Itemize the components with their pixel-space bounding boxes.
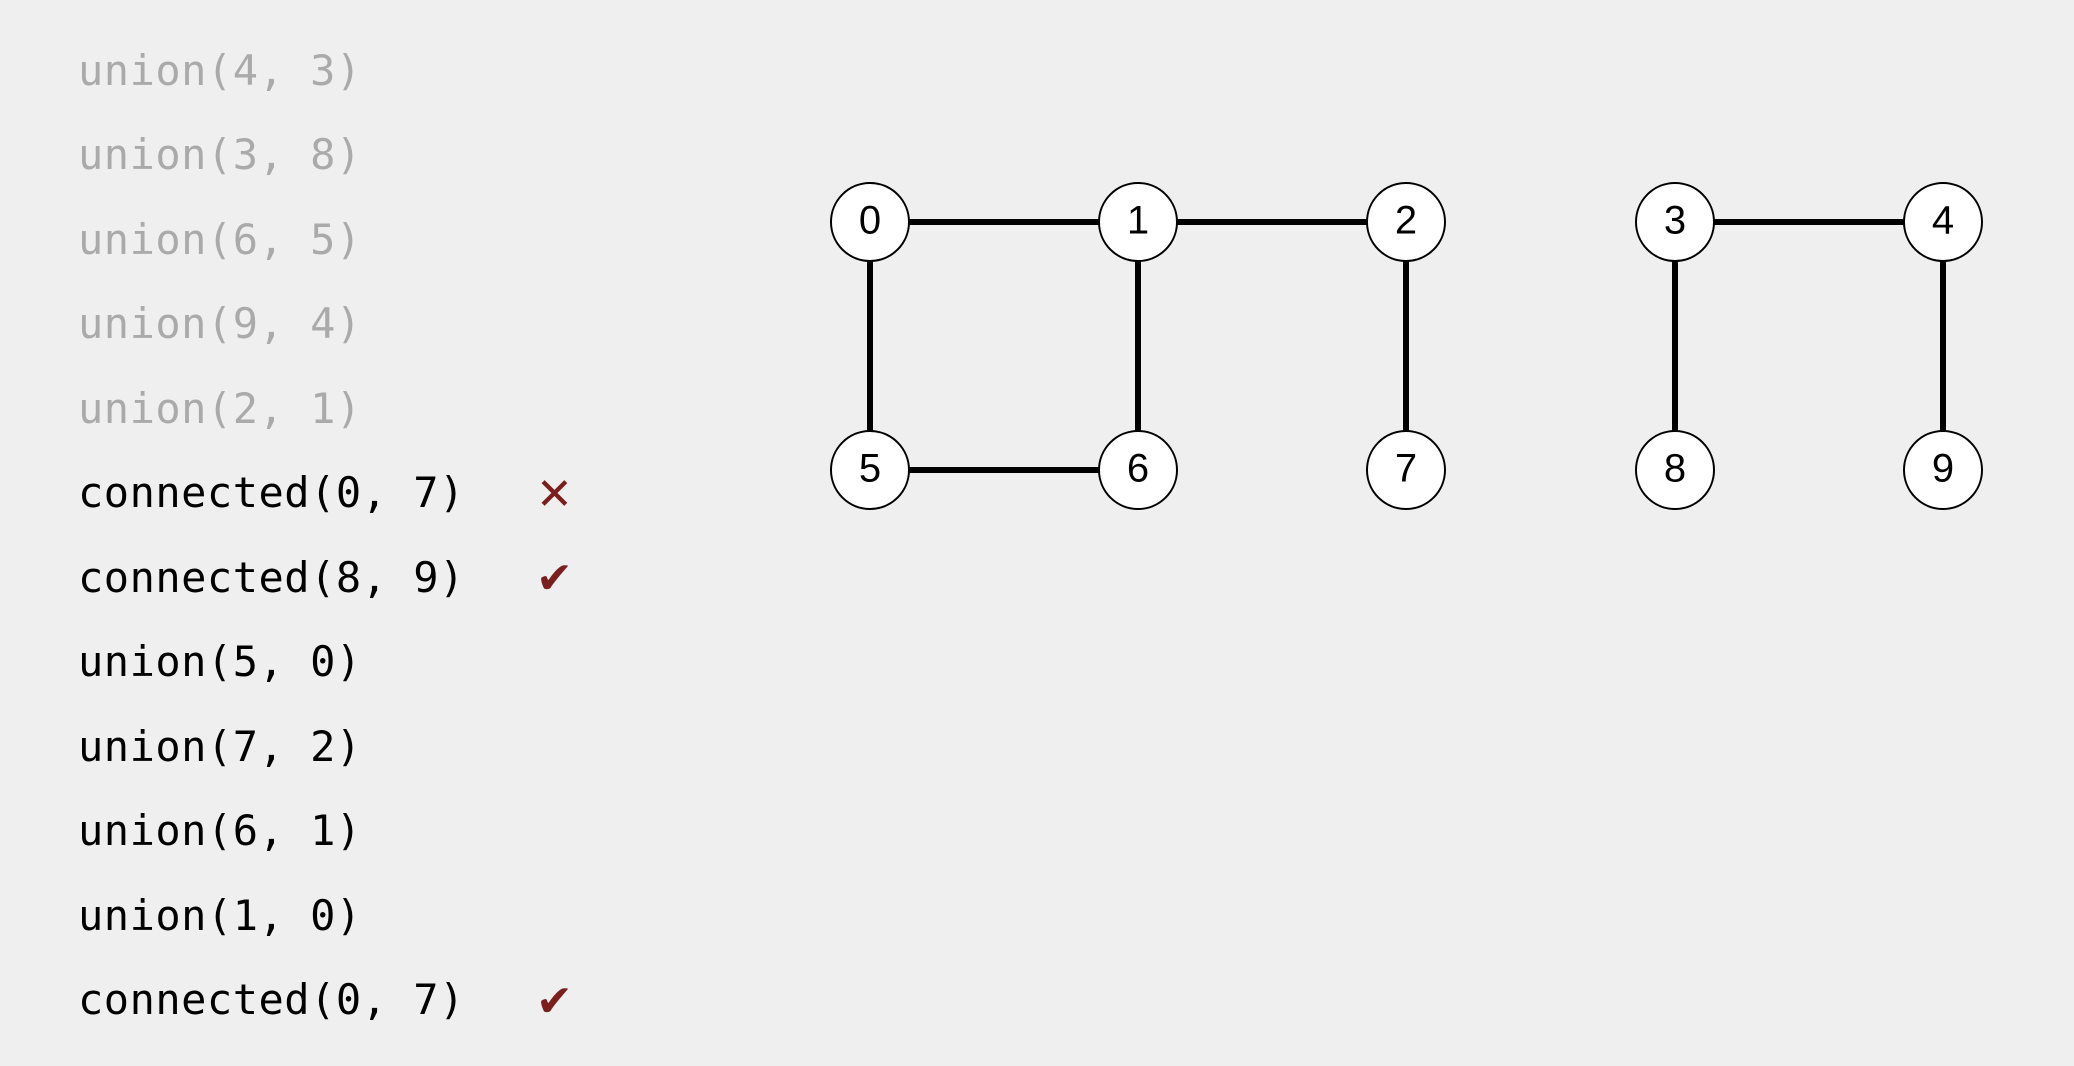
node-1: 1 bbox=[1098, 182, 1178, 262]
node-circle bbox=[1635, 182, 1715, 262]
operation-text: union(6, 1) bbox=[78, 806, 362, 856]
operation-text: connected(0, 7) bbox=[78, 468, 465, 518]
node-3: 3 bbox=[1635, 182, 1715, 262]
node-label: 4 bbox=[1932, 199, 1954, 243]
node-8: 8 bbox=[1635, 430, 1715, 510]
node-label: 8 bbox=[1664, 447, 1686, 491]
node-circle bbox=[1098, 182, 1178, 262]
operation-line: union(1, 0) bbox=[78, 873, 465, 958]
node-circle bbox=[830, 182, 910, 262]
operation-text: union(7, 2) bbox=[78, 721, 362, 771]
operation-line: connected(0, 7) ✕ bbox=[78, 451, 573, 536]
operation-line: union(3, 8) bbox=[78, 113, 465, 198]
graph-edges bbox=[867, 219, 1946, 473]
node-5: 5 bbox=[830, 430, 910, 510]
node-circle bbox=[1903, 182, 1983, 262]
operation-text: union(3, 8) bbox=[78, 130, 362, 180]
operations-list: union(4, 3) union(3, 8) union(6, 5) union(9… bbox=[78, 28, 573, 1043]
node-4: 4 bbox=[1903, 182, 1983, 262]
operation-line: union(5, 0) bbox=[78, 620, 465, 705]
node-label: 6 bbox=[1127, 447, 1149, 491]
node-6: 6 bbox=[1098, 430, 1178, 510]
check-mark-icon: ✔ bbox=[536, 975, 573, 1027]
node-0: 0 bbox=[830, 182, 910, 262]
node-label: 5 bbox=[859, 447, 881, 491]
node-label: 3 bbox=[1664, 199, 1686, 243]
operation-line: union(6, 5) bbox=[78, 197, 465, 282]
operation-line: union(6, 1) bbox=[78, 789, 465, 874]
node-circle bbox=[1366, 182, 1446, 262]
operation-line: union(9, 4) bbox=[78, 282, 465, 367]
operation-line: union(7, 2) bbox=[78, 704, 465, 789]
node-label: 1 bbox=[1127, 199, 1149, 243]
operation-text: connected(0, 7) bbox=[78, 975, 465, 1025]
node-circle bbox=[1635, 430, 1715, 510]
graph-nodes: 0 1 2 3 4 5 6 7 8 9 bbox=[830, 182, 1983, 510]
node-label: 9 bbox=[1932, 447, 1954, 491]
operation-line: union(2, 1) bbox=[78, 366, 465, 451]
operation-text: connected(8, 9) bbox=[78, 552, 465, 602]
node-9: 9 bbox=[1903, 430, 1983, 510]
node-circle bbox=[1366, 430, 1446, 510]
operation-text: union(1, 0) bbox=[78, 890, 362, 940]
node-7: 7 bbox=[1366, 430, 1446, 510]
operation-text: union(6, 5) bbox=[78, 214, 362, 264]
operation-line: connected(0, 7) ✔ bbox=[78, 958, 573, 1043]
node-circle bbox=[1098, 430, 1178, 510]
operation-text: union(4, 3) bbox=[78, 45, 362, 95]
node-label: 7 bbox=[1395, 447, 1417, 491]
node-circle bbox=[830, 430, 910, 510]
operation-line: connected(8, 9) ✔ bbox=[78, 535, 573, 620]
check-mark-icon: ✔ bbox=[536, 553, 573, 605]
operation-text: union(9, 4) bbox=[78, 299, 362, 349]
cross-mark-icon: ✕ bbox=[536, 468, 573, 520]
operation-text: union(2, 1) bbox=[78, 383, 362, 433]
node-2: 2 bbox=[1366, 182, 1446, 262]
operation-text: union(5, 0) bbox=[78, 637, 362, 687]
operation-line: union(4, 3) bbox=[78, 28, 465, 113]
node-circle bbox=[1903, 430, 1983, 510]
node-label: 0 bbox=[859, 199, 881, 243]
node-label: 2 bbox=[1395, 199, 1417, 243]
